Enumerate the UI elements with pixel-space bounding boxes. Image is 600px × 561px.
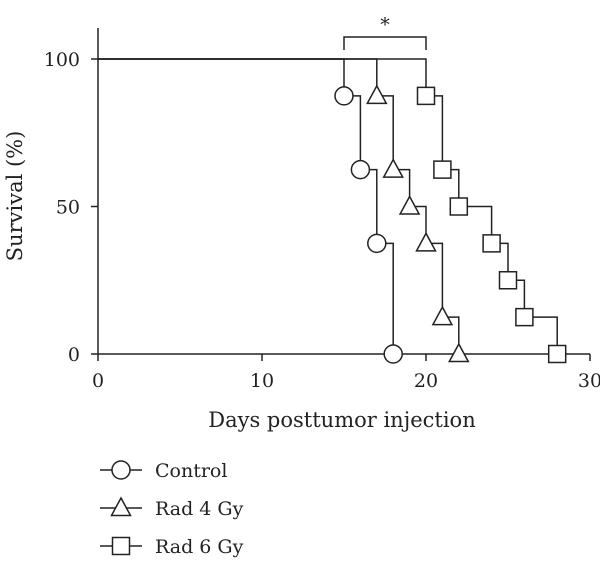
significance-bracket-line <box>343 36 427 50</box>
y-tick-label-1: 50 <box>56 197 80 219</box>
x-tick-label-3: 30 <box>578 370 600 392</box>
data-point-square-6 <box>547 344 567 364</box>
x-axis-label: Days posttumor injection <box>208 408 475 432</box>
x-tick-label-0: 0 <box>92 370 104 392</box>
legend-label-triangle: Rad 4 Gy <box>155 498 244 520</box>
legend-item-square: Rad 6 Gy <box>100 536 244 558</box>
curves <box>98 58 567 364</box>
data-point-square-1 <box>433 160 452 179</box>
data-point-triangle-4 <box>431 305 454 326</box>
axes <box>97 28 590 355</box>
x-tick-label-2: 20 <box>414 370 438 392</box>
series-circle <box>98 58 403 364</box>
legend: Control Rad 4 Gy Rad 6 Gy <box>100 460 244 558</box>
data-point-circle-3 <box>383 344 403 364</box>
data-point-circle-0 <box>334 86 354 106</box>
data-point-square-3 <box>482 234 501 253</box>
data-point-triangle-2 <box>398 194 421 215</box>
data-point-square-2 <box>449 197 469 216</box>
data-point-triangle-0 <box>366 84 388 105</box>
x-tick-label-1: 10 <box>250 370 274 392</box>
legend-item-triangle: Rad 4 Gy <box>100 496 244 520</box>
significance-bracket: * <box>343 14 427 50</box>
y-tick-label-0: 0 <box>68 344 80 366</box>
data-point-triangle-5 <box>448 342 470 363</box>
legend-label-square: Rad 6 Gy <box>155 536 244 558</box>
data-point-square-5 <box>515 307 534 327</box>
data-point-square-0 <box>416 86 436 106</box>
data-point-square-4 <box>498 271 518 290</box>
legend-marker-circle <box>111 460 131 480</box>
significance-marker: * <box>380 14 390 36</box>
y-tick-label-2: 100 <box>44 49 80 71</box>
y-axis-label: Survival (%) <box>3 131 27 262</box>
series-triangle <box>98 58 470 363</box>
legend-label-circle: Control <box>155 460 227 482</box>
data-point-circle-2 <box>367 233 387 254</box>
legend-marker-triangle <box>110 496 132 517</box>
series-line-square <box>98 58 558 354</box>
legend-item-circle: Control <box>100 460 227 482</box>
series-square <box>98 58 567 364</box>
ticks: 0 10 20 30 0 50 100 <box>44 49 600 392</box>
legend-marker-square <box>111 536 131 556</box>
data-point-circle-1 <box>350 159 371 180</box>
data-point-triangle-1 <box>382 158 404 178</box>
data-point-triangle-3 <box>415 231 437 252</box>
